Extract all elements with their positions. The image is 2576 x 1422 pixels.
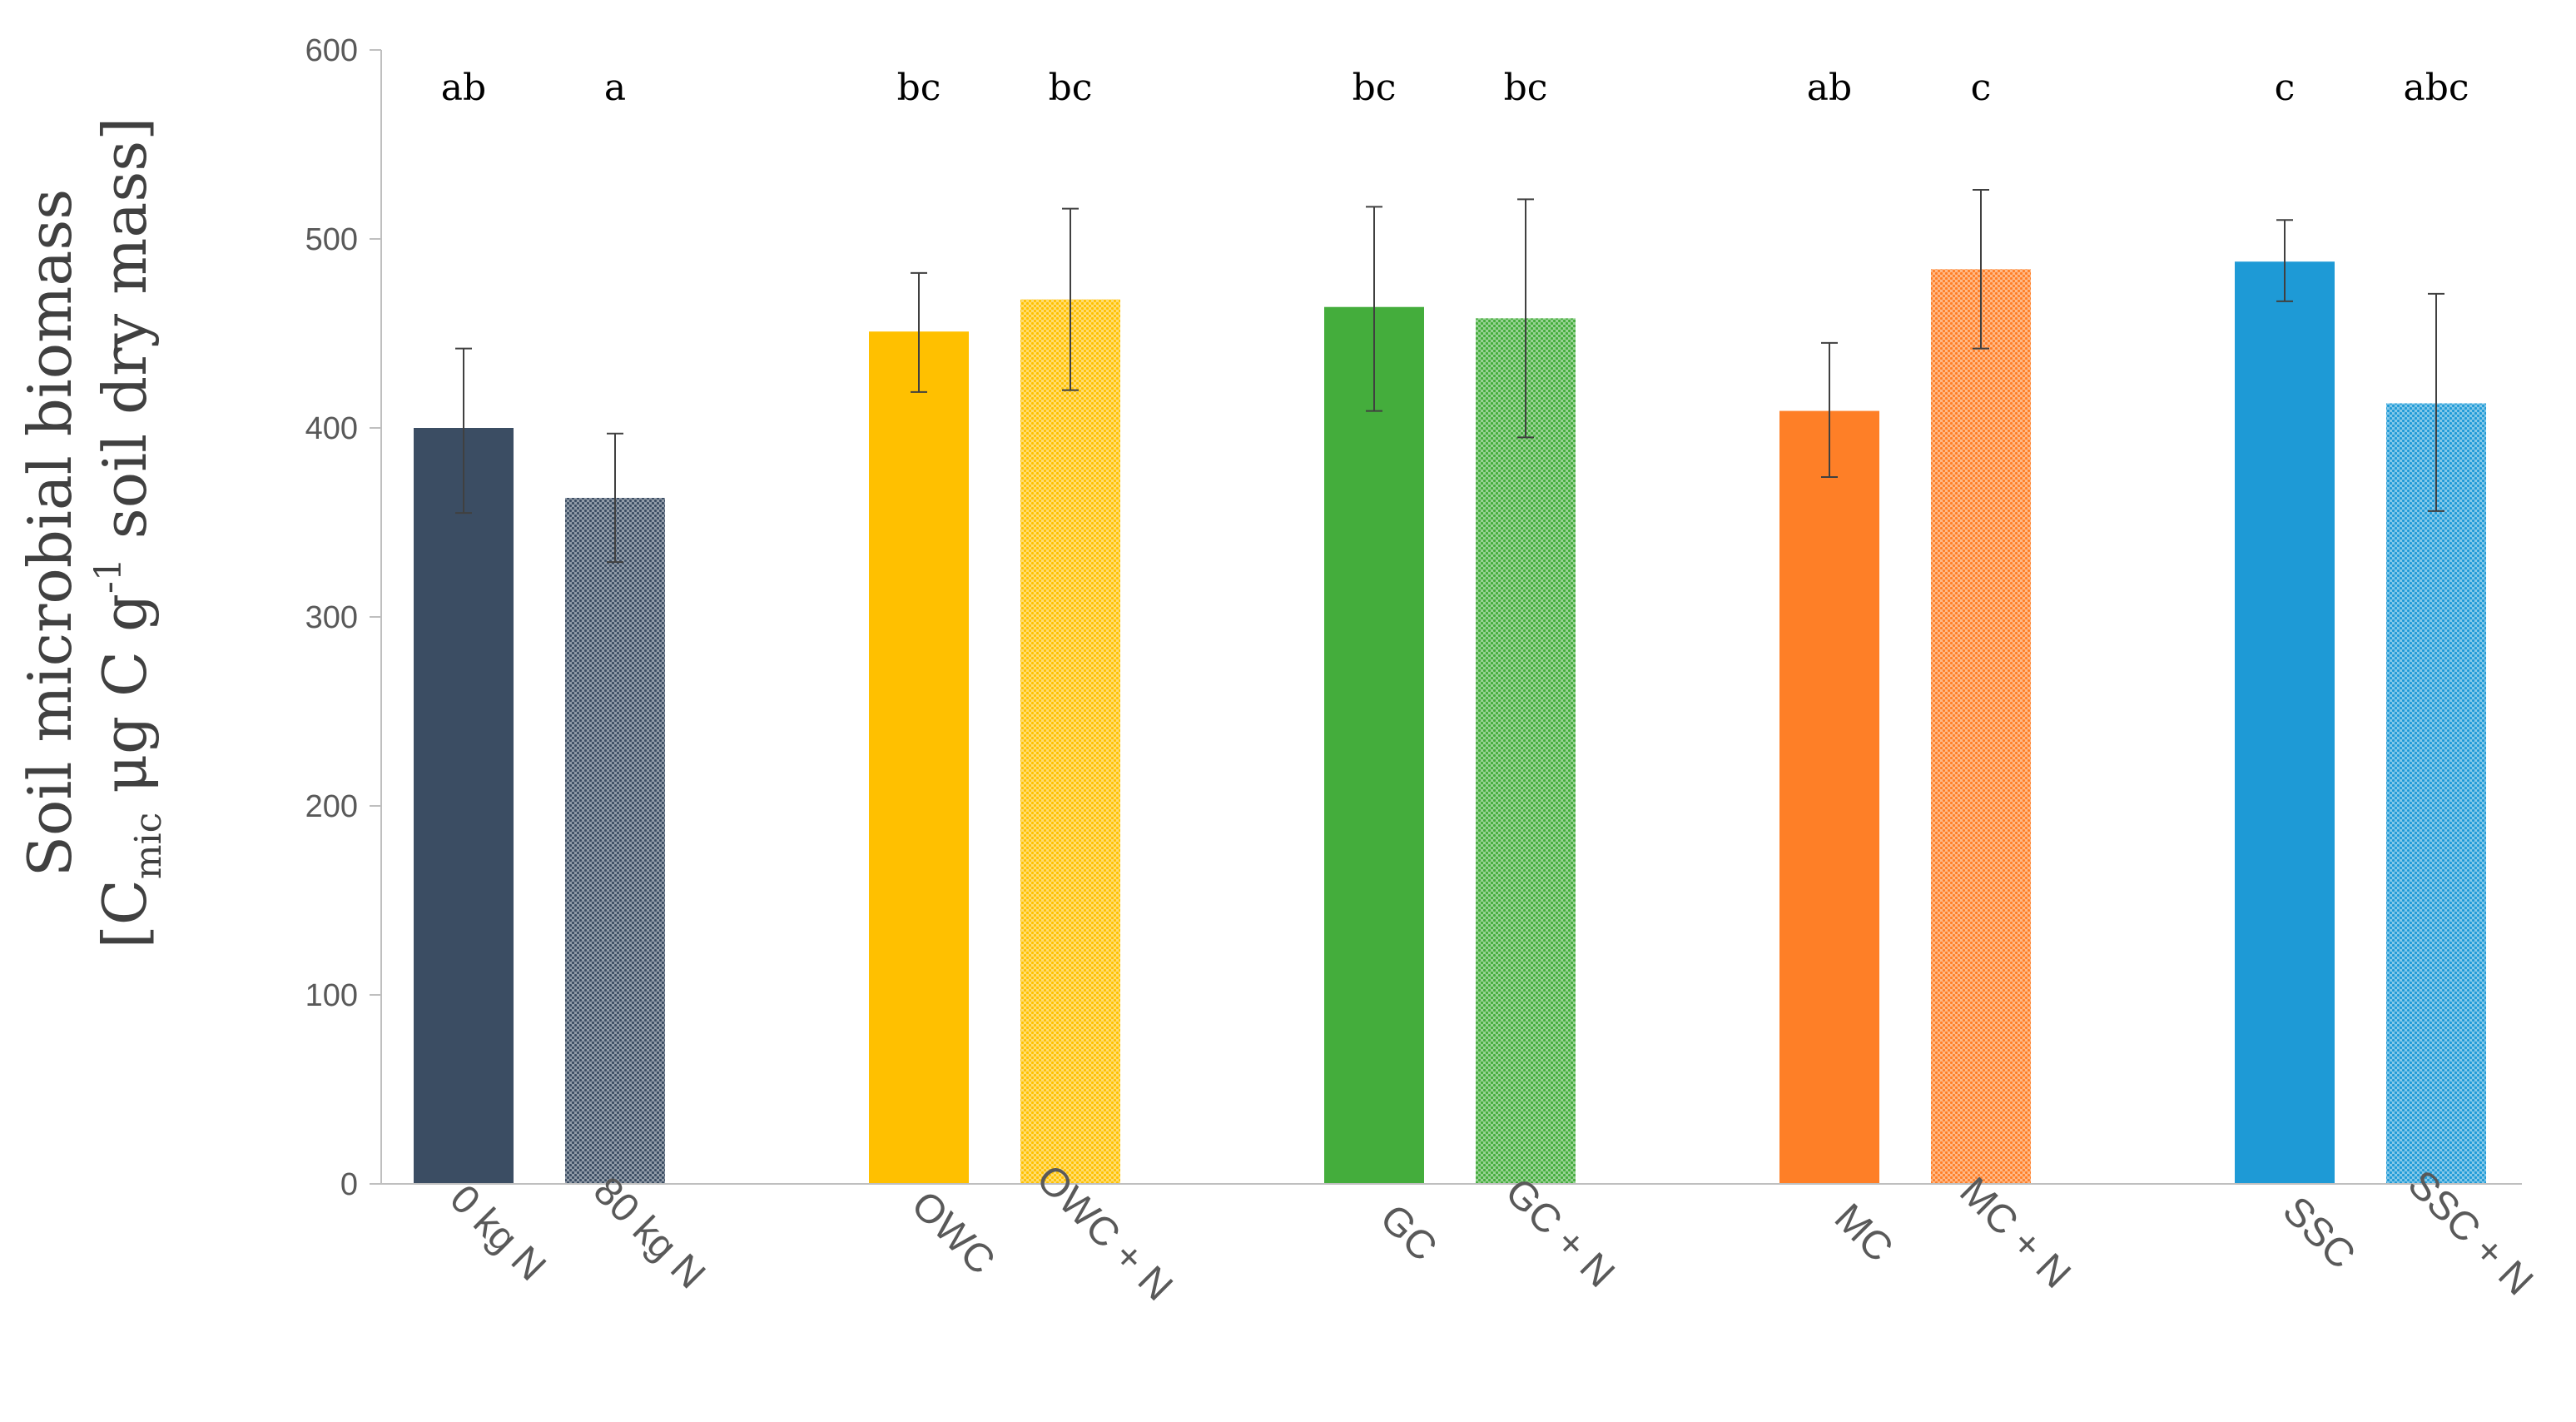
x-tick-label: OWC [903,1183,1003,1283]
bar-owc [869,331,969,1185]
bar-mc-n [1931,269,2031,1184]
x-tick-label: MC [1826,1196,1901,1270]
bar-owc-n [1020,299,1120,1184]
y-tick-label: 500 [305,222,358,257]
significance-letter: bc [1504,67,1548,109]
significance-letter: bc [1049,67,1093,109]
x-tick-label: GC + N [1496,1170,1623,1296]
x-tick-label: GC [1372,1196,1445,1270]
bars: ab a bc bc bc bc ab c c abc [414,67,2486,1185]
y-axis-label-superscript: -1 [87,558,130,594]
significance-letter: c [1971,67,1992,109]
bar-gc-n [1476,318,1576,1185]
bar-80-kg-n [565,497,665,1184]
y-axis-label-prefix: [C [90,879,160,948]
significance-letter: bc [897,67,941,109]
bar-ssc-n [2386,403,2486,1184]
y-axis-label-line1: Soil microbial biomass [15,189,85,878]
x-tick-label: 0 kg N [441,1176,554,1290]
y-axis: 0 100 200 300 400 500 600 [305,33,382,1202]
y-axis-label: Soil microbial biomass [Cmic μg C g-1 so… [15,117,170,949]
y-tick-label: 0 [340,1167,358,1202]
y-tick-label: 100 [305,978,358,1013]
y-axis-label-suffix: soil dry mass] [90,117,160,558]
y-tick-label: 600 [305,33,358,68]
bar-mc [1779,410,1879,1184]
x-tick-label: 80 kg N [585,1169,713,1297]
significance-letter: abc [2403,67,2469,109]
bar-ssc [2235,261,2335,1184]
y-tick-label: 400 [305,411,358,446]
x-tick-label: SSC [2274,1188,2363,1277]
significance-letter: bc [1353,67,1397,109]
significance-letter: ab [1807,67,1852,109]
significance-letter: ab [441,67,486,109]
y-axis-label-line2: [Cmic μg C g-1 soil dry mass] [87,117,170,949]
bar-gc [1324,306,1424,1185]
x-tick-label: MC + N [1951,1169,2078,1296]
y-tick-label: 300 [305,600,358,635]
y-axis-label-middle: μg C g [90,594,160,813]
significance-letter: c [2275,67,2296,109]
bar-0-kg-n [414,428,514,1184]
significance-letter: a [604,67,626,109]
y-axis-label-subscript: mic [127,813,170,879]
y-tick-label: 200 [305,789,358,824]
